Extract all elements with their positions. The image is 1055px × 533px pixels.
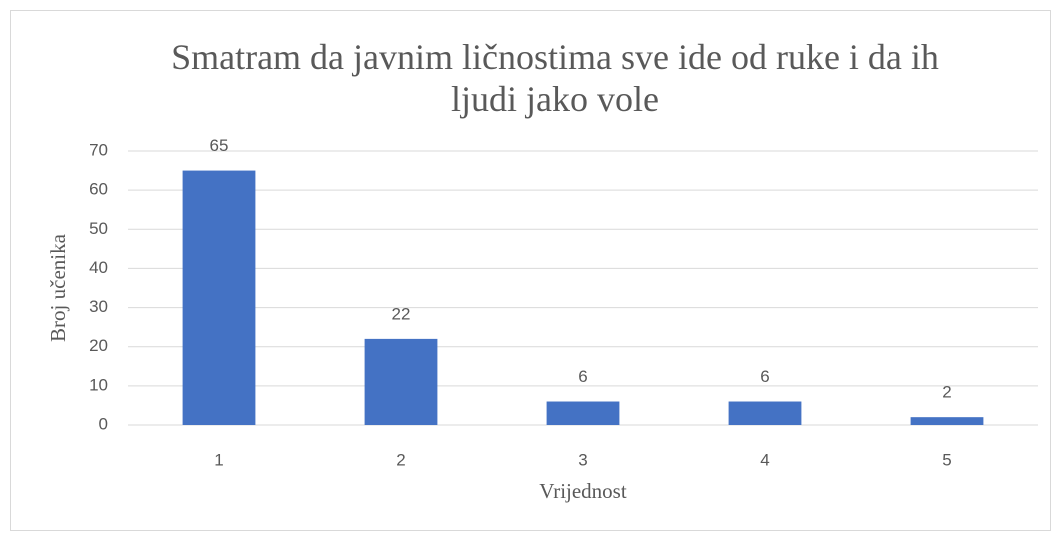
bar bbox=[546, 401, 620, 425]
y-tick-label: 30 bbox=[89, 297, 108, 316]
y-tick-label: 60 bbox=[89, 180, 108, 199]
y-axis-label: Broj učenika bbox=[46, 233, 70, 342]
data-label: 65 bbox=[210, 136, 229, 155]
data-label: 22 bbox=[392, 304, 411, 323]
y-tick-label: 20 bbox=[89, 336, 108, 355]
bar bbox=[728, 401, 802, 425]
y-tick-label: 40 bbox=[89, 258, 108, 277]
x-axis-label: Vrijednost bbox=[539, 479, 627, 503]
data-label: 6 bbox=[578, 367, 587, 386]
chart-title: Smatram da javnim ličnostima sve ide od … bbox=[171, 37, 939, 119]
x-tick-label: 2 bbox=[396, 450, 405, 469]
bar bbox=[364, 338, 438, 425]
x-tick-label: 5 bbox=[942, 450, 951, 469]
bar bbox=[182, 170, 256, 425]
data-label: 6 bbox=[760, 367, 769, 386]
data-label: 2 bbox=[942, 383, 951, 402]
x-tick-label: 3 bbox=[578, 450, 587, 469]
bar bbox=[910, 417, 984, 425]
y-tick-label: 50 bbox=[89, 219, 108, 238]
chart-border bbox=[10, 10, 1051, 531]
y-tick-label: 0 bbox=[99, 414, 108, 433]
y-tick-label: 70 bbox=[89, 140, 108, 159]
x-tick-label: 1 bbox=[214, 450, 223, 469]
y-tick-label: 10 bbox=[89, 375, 108, 394]
x-tick-label: 4 bbox=[760, 450, 769, 469]
